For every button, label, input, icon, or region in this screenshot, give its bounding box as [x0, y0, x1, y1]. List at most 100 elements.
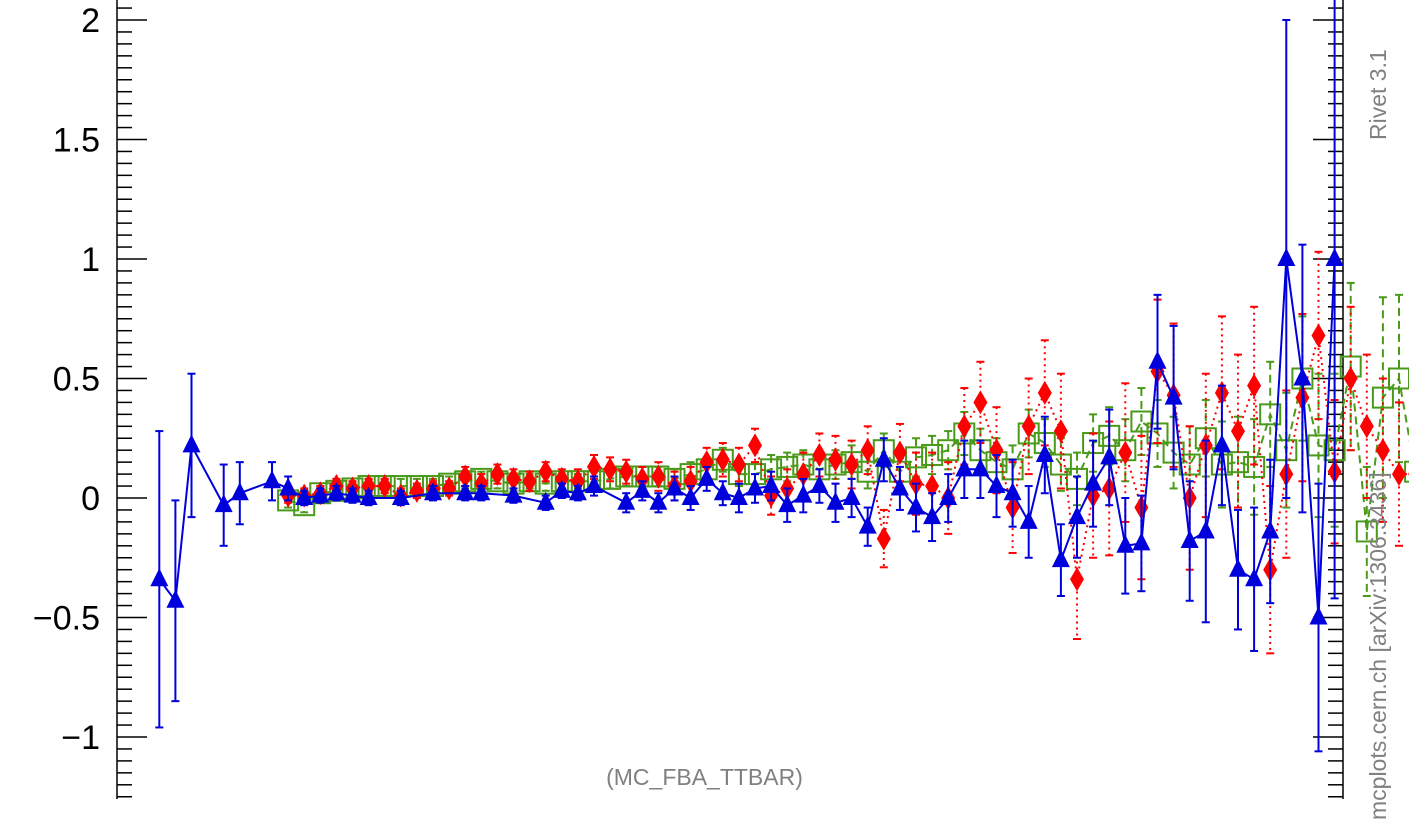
triangle-marker	[1051, 549, 1070, 568]
triangle-marker	[585, 475, 603, 494]
triangle-marker	[746, 477, 764, 496]
square-marker	[1388, 367, 1409, 390]
y-tick-label: −1	[61, 719, 100, 757]
diamond-marker	[570, 469, 585, 494]
triangle-marker	[182, 434, 201, 453]
triangle-marker	[1212, 434, 1231, 453]
diamond-marker	[1070, 567, 1084, 592]
triangle-marker	[166, 589, 185, 608]
triangle-marker	[971, 458, 990, 477]
triangle-marker	[826, 491, 845, 510]
triangle-marker	[150, 568, 169, 587]
triangle-marker	[214, 494, 233, 513]
square-marker	[1307, 434, 1330, 457]
triangle-marker	[939, 487, 958, 505]
diamond-marker	[377, 474, 392, 499]
triangle-marker	[1164, 386, 1183, 405]
triangle-marker	[729, 487, 748, 505]
diamond-marker	[973, 390, 988, 415]
y-tick-label: −0.5	[33, 600, 100, 638]
series-line	[288, 335, 1409, 580]
y-tick-label: 1	[81, 241, 100, 279]
triangle-marker	[681, 487, 700, 505]
diamond-marker	[1053, 419, 1068, 444]
triangle-marker	[665, 477, 684, 496]
diamond-marker	[490, 462, 505, 487]
diamond-marker	[1311, 323, 1326, 348]
diamond-marker	[796, 462, 811, 487]
triangle-marker	[1180, 530, 1199, 549]
y-tick-label: 0	[81, 480, 100, 518]
diamond-marker	[925, 474, 940, 499]
triangle-marker	[263, 470, 281, 489]
diamond-marker	[442, 476, 457, 501]
diamond-marker	[892, 440, 907, 465]
triangle-marker	[1132, 532, 1151, 551]
diamond-marker	[1247, 373, 1262, 398]
diamond-marker	[699, 450, 714, 475]
triangle-marker	[810, 475, 829, 494]
diamond-marker	[458, 464, 473, 489]
triangle-marker	[874, 448, 893, 467]
square-marker	[1049, 453, 1072, 476]
y-axis-ticks	[117, 7, 1343, 798]
diamond-marker	[506, 466, 521, 491]
diamond-marker	[731, 452, 746, 477]
diamond-marker	[1021, 414, 1036, 439]
triangle-marker	[279, 477, 298, 496]
triangle-marker	[1019, 510, 1038, 529]
diamond-marker	[715, 447, 730, 472]
plot-area: 2 1.5 1 0.5 0 −0.5 −1	[33, 0, 1409, 799]
triangle-marker	[858, 515, 877, 534]
diamond-marker	[619, 459, 634, 484]
diamond-marker	[1118, 440, 1133, 465]
diamond-marker	[828, 447, 843, 472]
y-tick-label: 0.5	[53, 361, 100, 399]
diamond-marker	[1037, 380, 1052, 405]
triangle-marker	[1100, 446, 1119, 465]
diamond-marker	[554, 466, 569, 491]
triangle-marker	[343, 484, 362, 503]
diamond-marker	[812, 442, 827, 467]
triangle-marker	[778, 494, 797, 513]
diamond-marker	[587, 454, 601, 479]
square-marker	[1371, 386, 1394, 409]
triangle-marker	[1003, 482, 1022, 501]
diamond-marker	[1392, 462, 1406, 487]
triangle-marker	[633, 479, 652, 498]
triangle-marker	[552, 479, 571, 498]
diamond-marker	[1343, 366, 1358, 391]
triangle-marker	[1309, 606, 1328, 625]
diamond-marker	[876, 526, 891, 551]
diamond-marker	[603, 457, 618, 482]
triangle-marker	[649, 491, 668, 510]
triangle-marker	[568, 482, 587, 501]
diamond-marker	[748, 433, 762, 458]
triangle-marker	[456, 482, 475, 501]
triangle-marker	[1325, 248, 1344, 266]
data-series	[150, 0, 1409, 753]
y-tick-label: 1.5	[53, 122, 100, 160]
triangle-marker	[1196, 520, 1215, 539]
y-tick-label: 2	[81, 2, 100, 40]
triangle-marker	[762, 475, 781, 494]
square-marker	[905, 446, 927, 469]
triangle-marker	[295, 487, 314, 505]
triangle-marker	[890, 477, 909, 496]
triangle-marker	[424, 482, 442, 501]
triangle-marker	[1277, 248, 1296, 266]
diamond-marker	[957, 414, 972, 439]
triangle-marker	[536, 491, 555, 510]
triangle-marker	[230, 482, 249, 501]
diamond-marker	[361, 474, 376, 499]
rivet-version-label: Rivet 3.1	[1365, 49, 1391, 140]
y-axis-tick-labels: 2 1.5 1 0.5 0 −0.5 −1	[33, 2, 100, 757]
triangle-marker	[504, 484, 523, 503]
diamond-marker	[538, 459, 553, 484]
diamond-marker	[651, 464, 666, 489]
triangle-marker	[955, 458, 974, 477]
triangle-marker	[923, 506, 942, 525]
diamond-marker	[860, 438, 875, 463]
analysis-label: (MC_FBA_TTBAR)	[606, 764, 803, 790]
diamond-marker	[989, 438, 1004, 463]
